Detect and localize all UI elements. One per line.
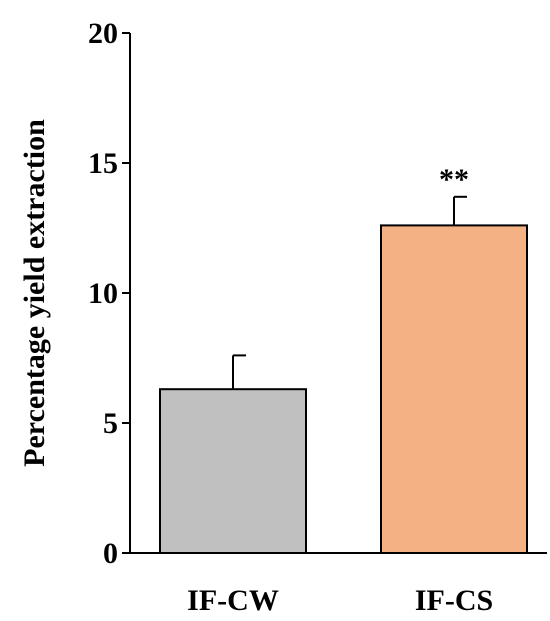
y-tick-label: 5 <box>103 407 118 440</box>
y-tick-label: 0 <box>103 537 118 570</box>
x-tick-label-if-cs: IF-CS <box>415 584 493 617</box>
significance-annotation: ** <box>439 163 469 196</box>
y-tick-label: 20 <box>88 17 118 50</box>
bar-if-cs <box>380 224 528 554</box>
bar-if-cw <box>159 388 307 555</box>
bars-group: ** <box>159 163 528 555</box>
x-axis-tick-labels: IF-CW IF-CS <box>187 584 493 617</box>
x-tick-label-if-cw: IF-CW <box>187 584 279 617</box>
y-axis-ticks: 0 5 10 15 20 <box>88 17 130 570</box>
y-tick-label: 15 <box>88 147 118 180</box>
y-tick-label: 10 <box>88 277 118 310</box>
y-axis-label: Percentage yield extraction <box>18 119 51 467</box>
